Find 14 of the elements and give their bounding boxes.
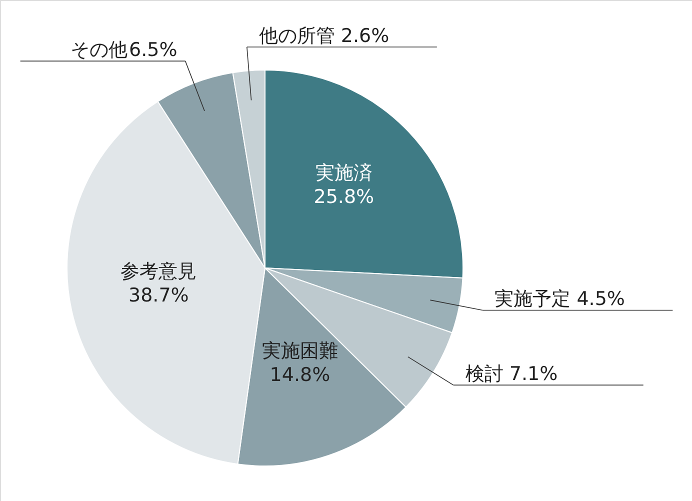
slice-label: 実施予定	[494, 288, 571, 310]
data-label: 6.5%	[129, 39, 178, 62]
slice-label: その他	[70, 39, 128, 62]
slice-label: 実施困難	[262, 340, 338, 362]
slice-label: 参考意見	[120, 260, 197, 282]
slice-label: 他の所管	[258, 24, 335, 47]
data-label: 2.6%	[340, 24, 390, 47]
slice-label: 実施済	[315, 162, 372, 184]
data-label: 7.1%	[509, 363, 558, 386]
slice-label: 検討	[465, 363, 504, 386]
data-label: 25.8%	[314, 186, 374, 208]
data-label: 38.7%	[128, 284, 189, 306]
data-label: 4.5%	[576, 288, 625, 310]
data-label: 14.8%	[270, 364, 330, 386]
